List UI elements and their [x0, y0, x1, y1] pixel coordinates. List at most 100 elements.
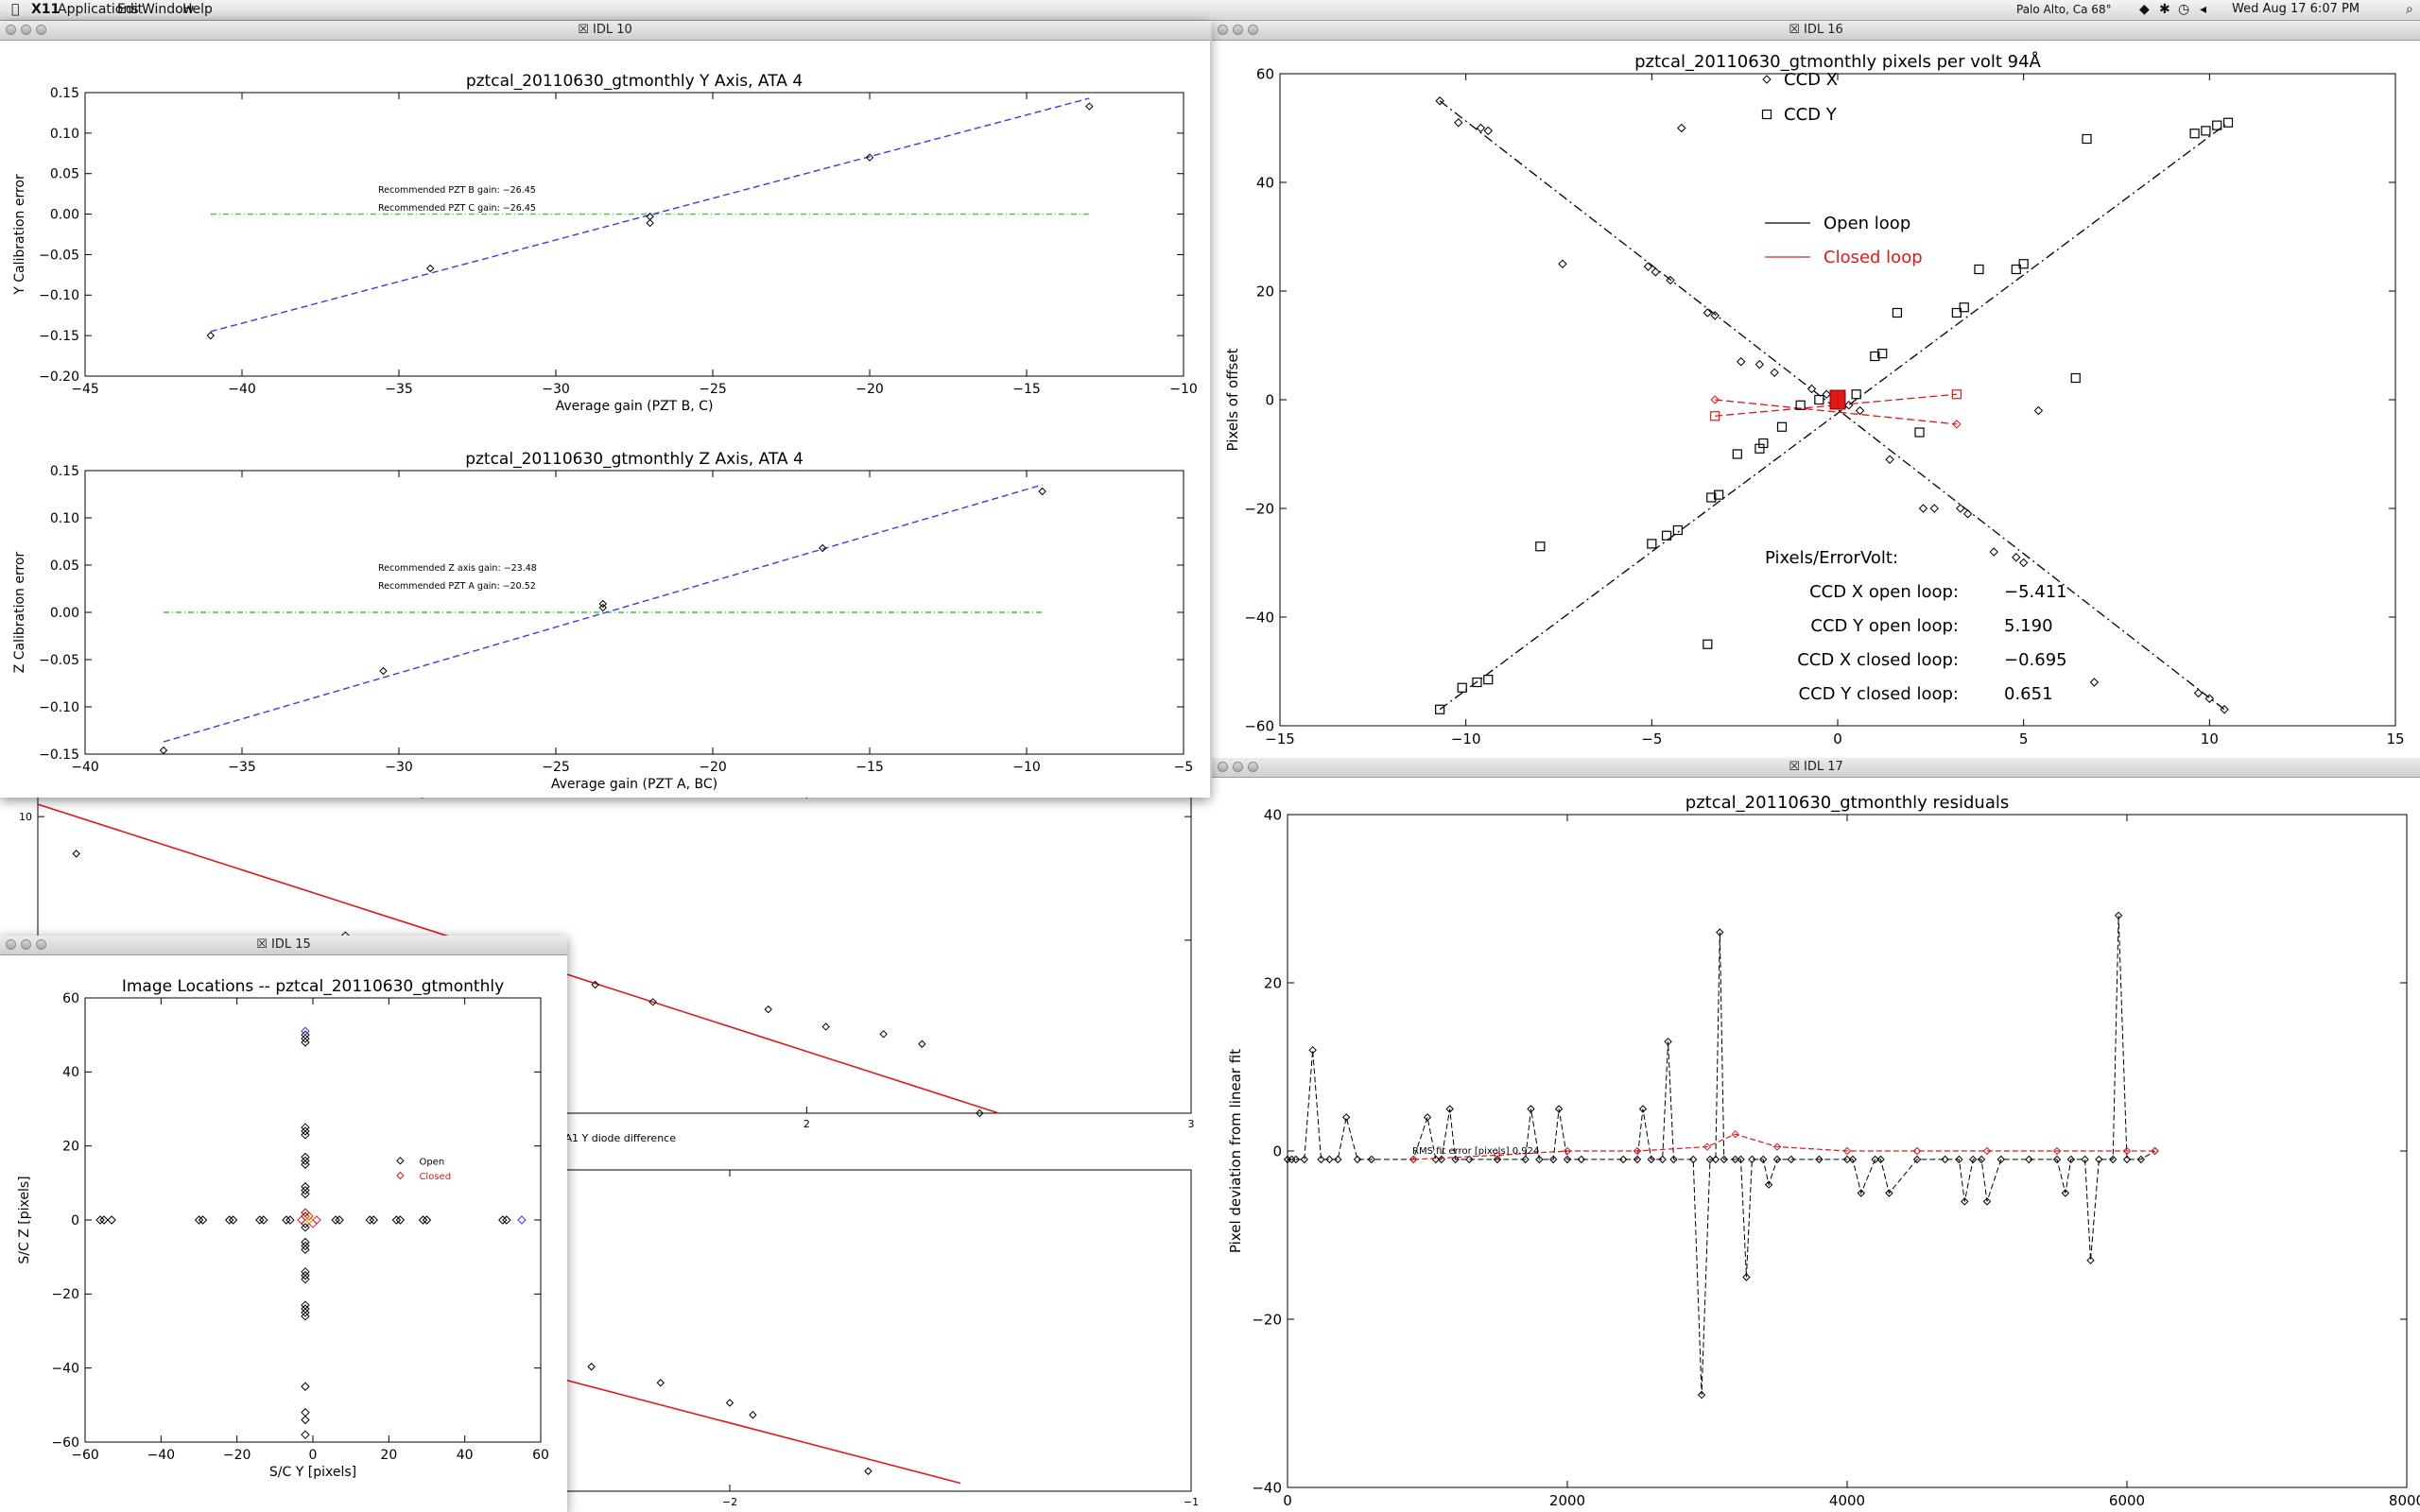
open-point: [498, 1215, 508, 1225]
open-residual-point: [2025, 1155, 2033, 1164]
ccd-x-point: [2089, 678, 2100, 687]
zoom-button[interactable]: [36, 25, 46, 35]
open-residual-point: [1325, 1155, 1334, 1164]
x-tick-label: −20: [856, 382, 884, 397]
titlebar[interactable]: ☒ IDL 15: [0, 936, 567, 955]
y-tick-label: 40: [62, 1065, 79, 1080]
ccd-x-point: [1962, 509, 1973, 519]
time-machine-icon[interactable]: ◷: [2178, 2, 2190, 17]
center-point: [304, 1215, 314, 1225]
bluetooth-icon[interactable]: ✱: [2159, 2, 2170, 17]
data-point: [1085, 102, 1094, 111]
zoom-button[interactable]: [1248, 762, 1258, 772]
rms-note: RMS fit error [pixels] 0.924: [1412, 1146, 1539, 1157]
open-point: [301, 1430, 310, 1439]
ccd-y-point: [1814, 394, 1824, 405]
ccd-y-point: [1661, 530, 1672, 541]
data-point: [879, 1030, 888, 1039]
plot-frame: [84, 92, 1184, 377]
x-tick-label: 2000: [1549, 1492, 1585, 1509]
stats-value: −0.695: [2004, 650, 2067, 670]
window-idl-17[interactable]: ☒ IDL 17 0 2000 4000 6000 8000 −40 −20 0 20 40 pzt…: [1212, 758, 2420, 1512]
ccd-x-point: [1885, 455, 1894, 464]
y-axis-label: Y Calibration error: [12, 174, 27, 296]
minimize-button[interactable]: [1233, 25, 1243, 35]
menu-applications[interactable]: Applications: [58, 2, 139, 17]
x-tick-label: −20: [699, 760, 727, 775]
residuals-chart: 0 2000 4000 6000 8000 −40 −20 0 20 40 pztcal_20110…: [1227, 793, 2420, 1512]
open-residual-point: [2081, 1155, 2089, 1164]
y-tick-label: 20: [1264, 974, 1282, 991]
volume-icon[interactable]: ◂: [2200, 2, 2207, 17]
data-point: [72, 850, 80, 858]
legend-closed-symbol: [396, 1171, 405, 1180]
menu-help[interactable]: Help: [182, 2, 213, 17]
ccd-y-point: [1703, 639, 1713, 649]
ccd-x-point: [1643, 262, 1653, 271]
open-residual-point: [1772, 1155, 1782, 1164]
open-point: [224, 1215, 234, 1225]
data-point: [918, 1040, 926, 1048]
close-button[interactable]: [6, 939, 16, 950]
minimize-button[interactable]: [21, 25, 31, 35]
menu-edit[interactable]: Edit: [117, 2, 144, 17]
ccd-x-point: [1855, 405, 1865, 416]
menubar-clock[interactable]: Wed Aug 17 6:07 PM: [2232, 2, 2360, 16]
ccd-y-point: [1535, 541, 1546, 552]
ccd-y-point: [1706, 492, 1717, 503]
minimize-button[interactable]: [1233, 762, 1243, 772]
center-cluster: [1829, 389, 1846, 410]
open-residual-point: [2066, 1155, 2076, 1164]
x11-icon: ☒: [256, 937, 268, 952]
y-tick-label: 0.15: [50, 464, 79, 479]
open-residual-point: [1737, 1155, 1745, 1164]
open-residual-point: [1527, 1105, 1535, 1113]
close-button[interactable]: [6, 25, 16, 35]
spotlight-icon[interactable]: ⌕: [2406, 2, 2413, 17]
x-tick-label: −40: [71, 760, 99, 775]
close-button[interactable]: [1218, 762, 1228, 772]
weather-location[interactable]: Palo Alto, Ca 68°: [2016, 3, 2112, 16]
open-point: [395, 1215, 406, 1225]
dropbox-icon[interactable]: ◆: [2139, 2, 2150, 17]
window-idl-15[interactable]: ☒ IDL 15 −60 −40 −20 0 20 40 60 −60 −40 −20 0 20 40 6…: [0, 936, 567, 1512]
zoom-button[interactable]: [1248, 25, 1258, 35]
apple-icon[interactable]: : [11, 2, 19, 17]
menu-window[interactable]: Window: [142, 2, 195, 17]
zoom-button[interactable]: [36, 939, 46, 950]
open-point: [301, 1312, 310, 1321]
open-residual-point: [1982, 1197, 1992, 1206]
ccd-y-point: [2212, 120, 2222, 130]
close-button[interactable]: [1218, 25, 1228, 35]
x-tick-label: 6000: [2109, 1492, 2145, 1509]
chart-title: pztcal_20110630_gtmonthly pixels per vol…: [1634, 51, 2041, 72]
stats-value: −5.411: [2004, 582, 2067, 602]
open-residual-point: [1647, 1155, 1656, 1164]
ccd-y-point: [1714, 490, 1724, 500]
x-tick-label: −40: [147, 1448, 176, 1463]
ccd-y-point: [1892, 307, 1903, 318]
data-point: [764, 1005, 772, 1014]
open-point: [228, 1215, 238, 1225]
legend-open: Open: [419, 1157, 444, 1167]
ccd-y-point: [1974, 264, 1984, 275]
ccd-y-point: [1435, 704, 1445, 714]
recommendation-note: Recommended PZT B gain: −26.45: [378, 185, 536, 196]
open-point: [198, 1215, 208, 1225]
menu-app-x11[interactable]: X11: [31, 2, 60, 17]
minimize-button[interactable]: [21, 939, 31, 950]
titlebar[interactable]: ☒ IDL 17: [1212, 758, 2420, 778]
x-axis-label: Seconds from Maneuver Start: [1741, 1510, 1953, 1512]
titlebar[interactable]: ☒ IDL 10: [0, 21, 1210, 41]
x-tick-label: −30: [385, 760, 413, 775]
open-residual-point: [1876, 1155, 1885, 1164]
open-residual-point: [1705, 1155, 1715, 1164]
data-point: [598, 599, 608, 609]
window-idl-16[interactable]: ☒ IDL 16 −15 −10 −5 0 5 10 15 −60 −40 −20 0 20 40 60 p…: [1212, 21, 2420, 756]
titlebar[interactable]: ☒ IDL 16: [1212, 21, 2420, 41]
ccd-y-point: [2018, 259, 2029, 269]
y-tick-label: 0.15: [50, 86, 79, 101]
recommendation-note: Recommended PZT A gain: −20.52: [378, 581, 536, 592]
window-idl-10[interactable]: ☒ IDL 10 −45 −40 −35 −30 −25 −20 −15 −10 −0.20 −0…: [0, 21, 1210, 798]
x-tick-label: 0: [309, 1448, 318, 1463]
